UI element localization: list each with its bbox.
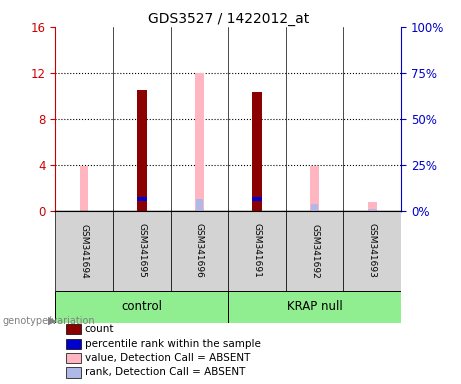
Text: genotype/variation: genotype/variation [2, 316, 95, 326]
Bar [136, 197, 147, 201]
Bar [80, 166, 89, 211]
Bar [65, 353, 81, 363]
Text: count: count [85, 324, 114, 334]
Text: rank, Detection Call = ABSENT: rank, Detection Call = ABSENT [85, 367, 245, 377]
Text: GSM341696: GSM341696 [195, 223, 204, 278]
Bar [195, 73, 204, 211]
Bar [254, 199, 260, 211]
Text: GSM341693: GSM341693 [368, 223, 377, 278]
Text: ▶: ▶ [48, 316, 57, 326]
Text: KRAP null: KRAP null [287, 300, 343, 313]
Bar [138, 199, 145, 211]
Bar [196, 199, 203, 211]
Bar [310, 167, 319, 211]
Text: value, Detection Call = ABSENT: value, Detection Call = ABSENT [85, 353, 250, 363]
Bar [113, 211, 171, 291]
Bar [65, 367, 81, 377]
Bar [65, 324, 81, 334]
Text: GSM341694: GSM341694 [80, 223, 89, 278]
Bar [228, 211, 286, 291]
Bar [171, 211, 228, 291]
Text: control: control [121, 300, 162, 313]
Bar [343, 211, 401, 291]
Bar [55, 291, 228, 323]
Bar [65, 339, 81, 349]
Bar [286, 211, 343, 291]
Title: GDS3527 / 1422012_at: GDS3527 / 1422012_at [148, 12, 309, 26]
Text: percentile rank within the sample: percentile rank within the sample [85, 339, 260, 349]
Bar [368, 202, 377, 211]
Text: GSM341695: GSM341695 [137, 223, 146, 278]
Text: GSM341692: GSM341692 [310, 223, 319, 278]
Bar [369, 209, 376, 211]
Bar [252, 197, 262, 201]
Bar [228, 291, 401, 323]
Bar [311, 204, 318, 211]
Bar [136, 90, 147, 211]
Text: GSM341691: GSM341691 [253, 223, 261, 278]
Bar [55, 211, 113, 291]
Bar [252, 93, 262, 211]
